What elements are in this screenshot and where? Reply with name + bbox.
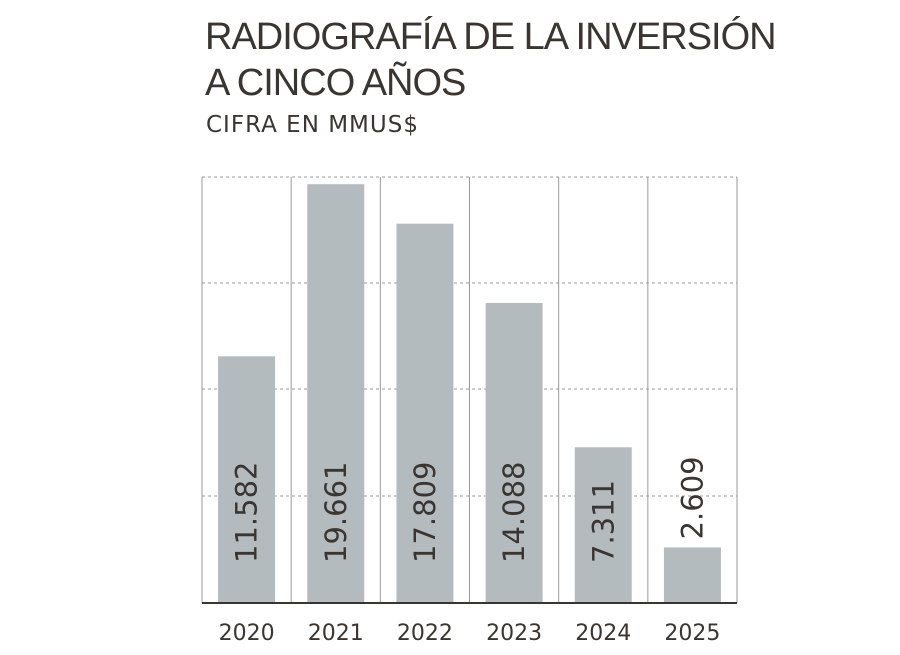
value-label-2024: 7.311 bbox=[586, 480, 620, 563]
chart-title-line-1: RADIOGRAFÍA DE LA INVERSIÓN bbox=[205, 16, 777, 58]
bar-2025 bbox=[663, 547, 721, 603]
bar-2021 bbox=[307, 184, 365, 603]
bar-2020 bbox=[218, 356, 276, 603]
chart-title: RADIOGRAFÍA DE LA INVERSIÓN A CINCO AÑOS bbox=[205, 14, 845, 106]
chart-title-line-2: A CINCO AÑOS bbox=[205, 62, 466, 104]
value-label-2020: 11.582 bbox=[230, 462, 264, 563]
x-tick-label-2024: 2024 bbox=[575, 621, 631, 646]
bar-2022 bbox=[396, 223, 454, 603]
bar-2024 bbox=[574, 447, 632, 603]
x-tick-label-2021: 2021 bbox=[308, 621, 364, 646]
chart-subtitle: CIFRA EN MMUS$ bbox=[206, 112, 419, 138]
value-label-2023: 14.088 bbox=[497, 462, 531, 563]
x-tick-label-2020: 2020 bbox=[219, 621, 275, 646]
x-tick-label-2025: 2025 bbox=[664, 621, 720, 646]
value-label-2022: 17.809 bbox=[408, 462, 442, 563]
x-tick-label-2023: 2023 bbox=[486, 621, 542, 646]
bar-2023 bbox=[485, 302, 543, 603]
value-label-2025: 2.609 bbox=[675, 456, 709, 539]
value-label-2021: 19.661 bbox=[319, 462, 353, 563]
x-tick-label-2022: 2022 bbox=[397, 621, 453, 646]
